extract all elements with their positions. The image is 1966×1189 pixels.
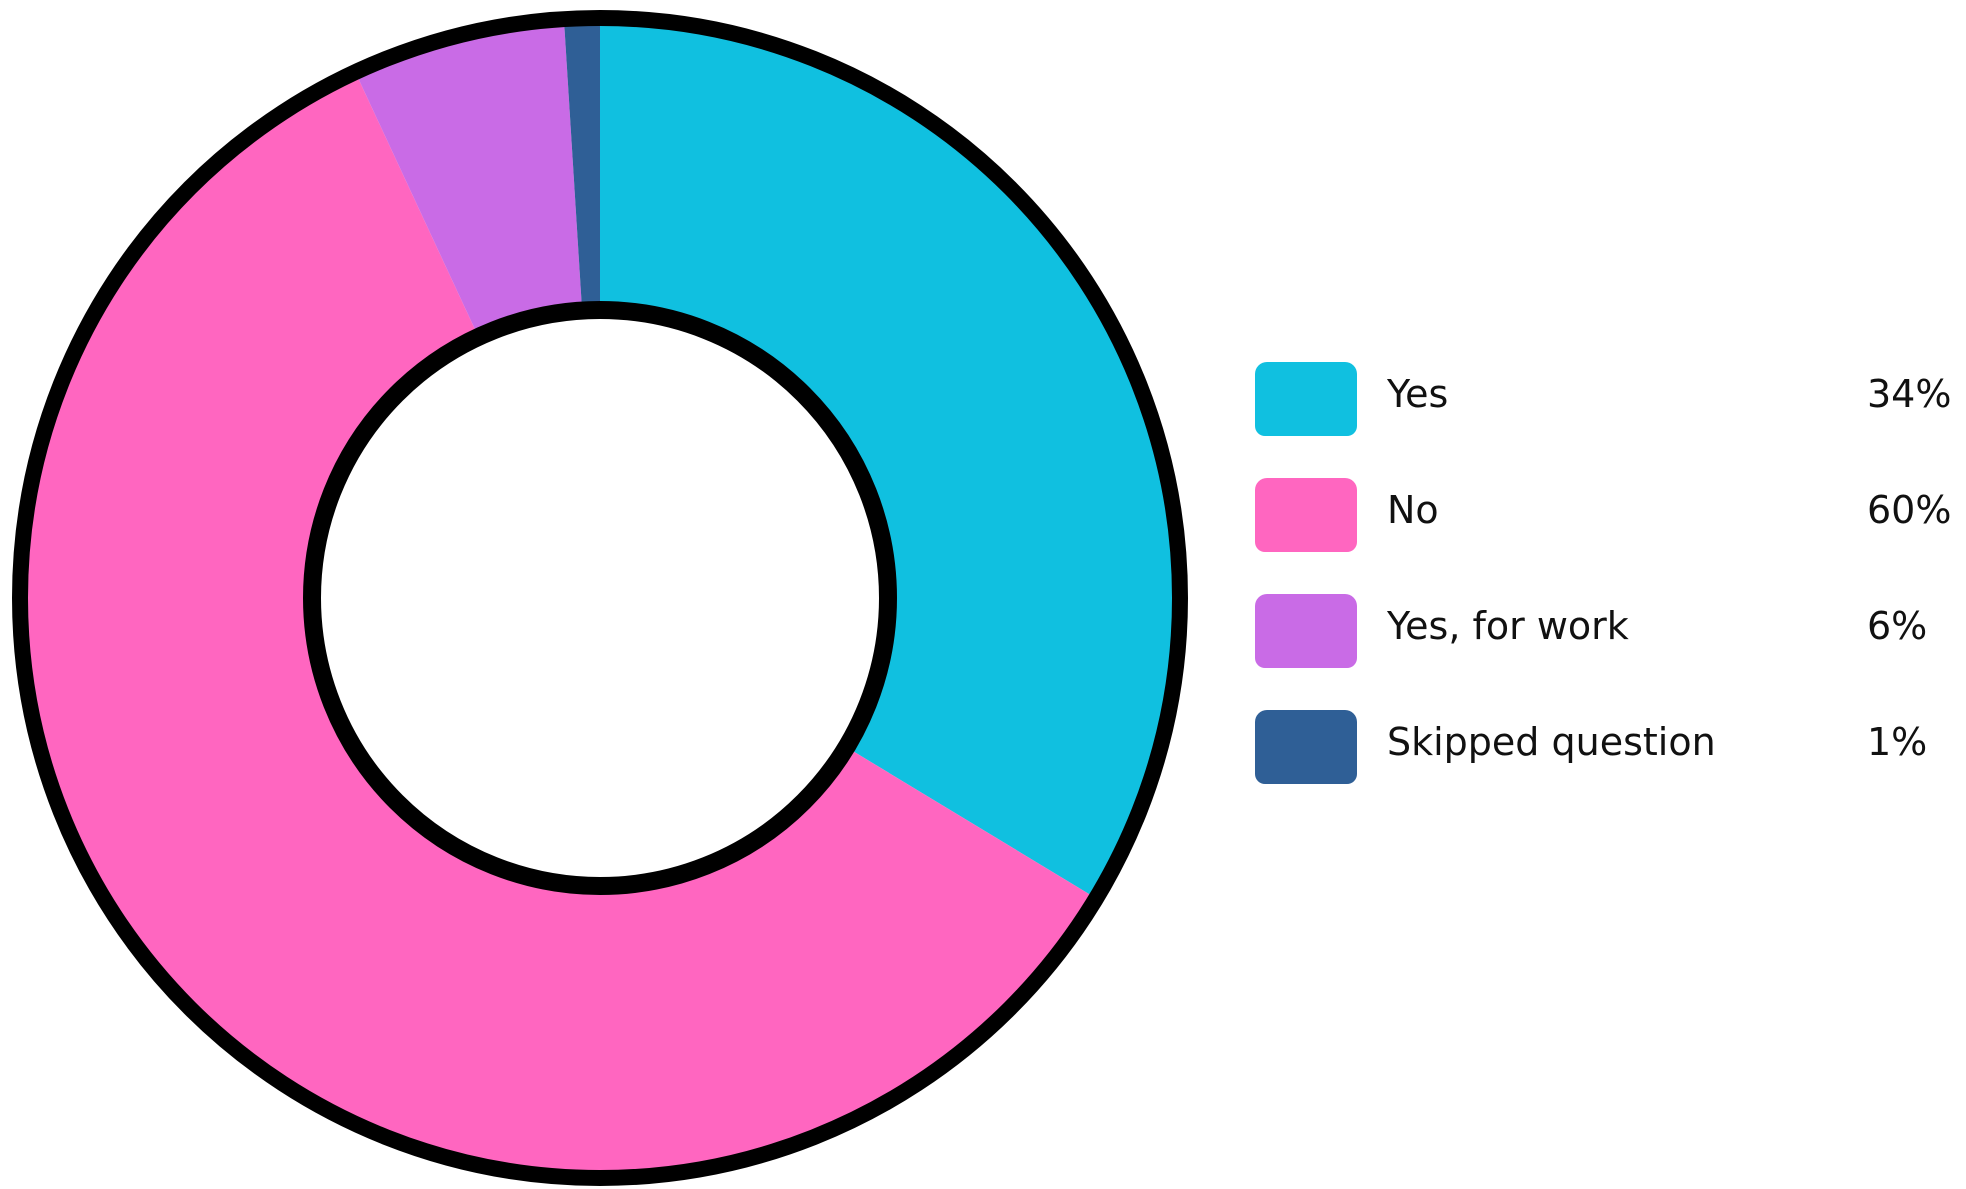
legend-item-yes-for-work: Yes, for work 6% <box>1255 590 1955 706</box>
legend-value-yes: 34% <box>1867 372 1952 416</box>
donut-slice-yes <box>600 18 1180 899</box>
legend-value-skipped-question: 1% <box>1867 720 1928 764</box>
legend: Yes 34% No 60% Yes, for work 6% Skipped … <box>1255 358 1955 822</box>
legend-value-yes-for-work: 6% <box>1867 604 1928 648</box>
donut-slice-yes-for-work <box>355 19 583 337</box>
legend-swatch-skipped-question <box>1255 710 1357 784</box>
donut-slices <box>19 18 1180 1179</box>
legend-item-no: No 60% <box>1255 474 1955 590</box>
legend-item-yes: Yes 34% <box>1255 358 1955 474</box>
donut-slice-skipped-question <box>563 18 600 311</box>
legend-swatch-no <box>1255 478 1357 552</box>
legend-swatch-yes <box>1255 362 1357 436</box>
donut-chart <box>12 10 1188 1186</box>
donut-slice-no <box>19 72 1097 1179</box>
legend-value-no: 60% <box>1867 488 1952 532</box>
legend-label-no: No <box>1387 488 1439 532</box>
legend-label-skipped-question: Skipped question <box>1387 720 1716 764</box>
legend-label-yes: Yes <box>1387 372 1449 416</box>
donut-outer-border <box>12 10 1188 1186</box>
donut-inner-border <box>303 301 897 895</box>
legend-label-yes-for-work: Yes, for work <box>1387 604 1629 648</box>
legend-item-skipped-question: Skipped question 1% <box>1255 706 1955 822</box>
legend-swatch-yes-for-work <box>1255 594 1357 668</box>
